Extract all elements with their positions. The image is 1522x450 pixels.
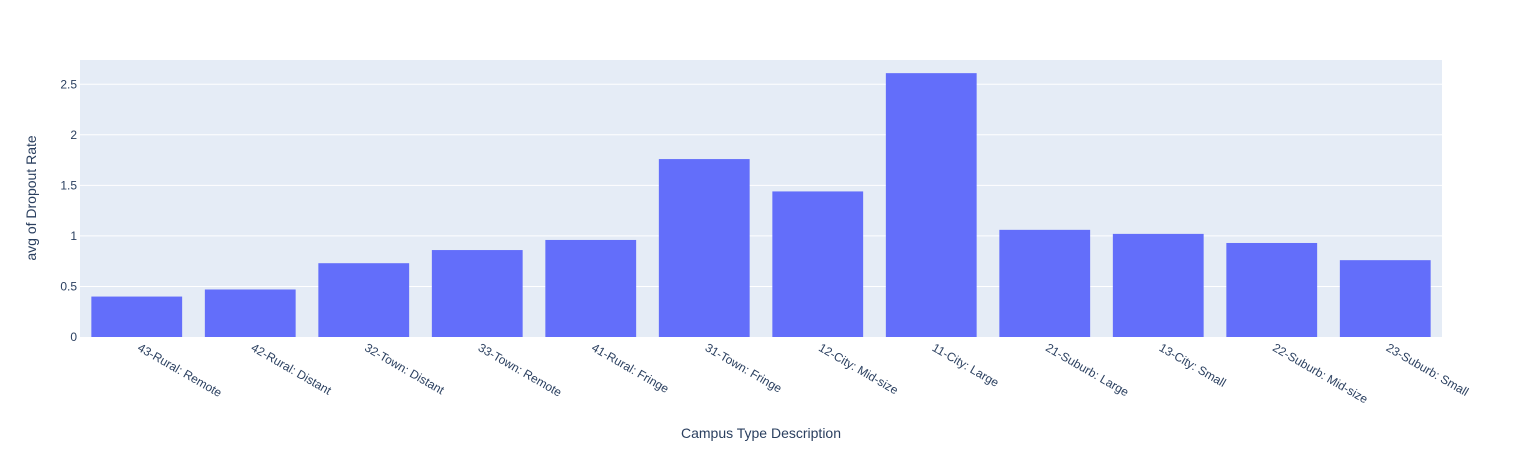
x-axis-title: Campus Type Description <box>681 425 841 441</box>
x-tick-label: 31-Town: Fringe <box>703 340 785 395</box>
y-tick-label: 1 <box>70 229 77 243</box>
y-axis-title: avg of Dropout Rate <box>23 135 39 261</box>
bar[interactable] <box>1112 233 1204 337</box>
x-tick-label: 41-Rural: Fringe <box>589 340 671 396</box>
bar[interactable] <box>999 229 1091 337</box>
x-tick-label: 42-Rural: Distant <box>249 340 335 397</box>
x-tick-label: 23-Suburb: Small <box>1384 340 1471 398</box>
gridlines <box>80 83 1442 287</box>
bar[interactable] <box>431 250 523 337</box>
bar[interactable] <box>204 289 296 337</box>
bar[interactable] <box>885 73 977 337</box>
x-tick-label: 43-Rural: Remote <box>135 340 224 400</box>
bar[interactable] <box>1339 260 1431 337</box>
bars <box>91 73 1431 337</box>
x-tick-label: 12-City: Mid-size <box>816 340 901 397</box>
bar[interactable] <box>318 263 410 337</box>
x-tick-label: 13-City: Small <box>1157 340 1229 389</box>
x-axis-ticks: 43-Rural: Remote 42-Rural: Distant 32-Town… <box>135 340 1471 406</box>
y-axis-ticks: 0 0.5 1 1.5 2 2.5 <box>60 77 77 344</box>
y-tick-label: 1.5 <box>60 178 77 192</box>
x-tick-label: 11-City: Large <box>930 340 1002 390</box>
bar[interactable] <box>91 296 183 337</box>
y-tick-label: 0 <box>70 330 77 344</box>
bar[interactable] <box>1226 242 1318 337</box>
bar[interactable] <box>658 159 750 337</box>
bar[interactable] <box>545 239 637 337</box>
x-tick-label: 32-Town: Distant <box>362 340 447 397</box>
x-tick-label: 21-Suburb: Large <box>1043 340 1131 399</box>
x-tick-label: 22-Suburb: Mid-size <box>1270 340 1370 406</box>
y-tick-label: 2.5 <box>60 77 77 91</box>
x-tick-label: 33-Town: Remote <box>476 340 565 399</box>
plot-background <box>80 60 1442 337</box>
y-tick-label: 0.5 <box>60 279 77 293</box>
y-tick-label: 2 <box>70 128 77 142</box>
bar[interactable] <box>772 191 864 337</box>
